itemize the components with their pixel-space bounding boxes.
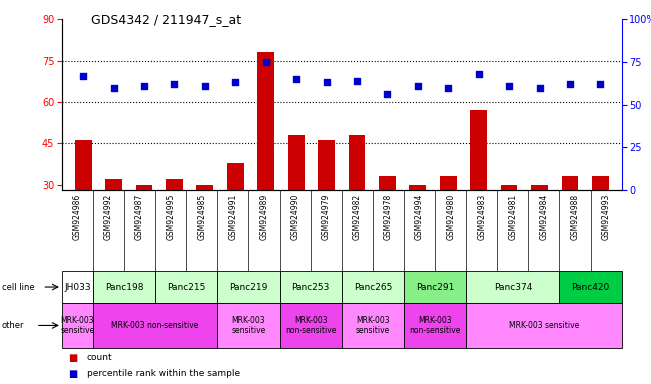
Text: MRK-003
sensitive: MRK-003 sensitive: [61, 316, 94, 335]
Bar: [166, 179, 183, 190]
Bar: [592, 176, 609, 190]
Point: [230, 79, 240, 86]
Text: GSM924980: GSM924980: [446, 194, 455, 240]
Text: ■: ■: [68, 353, 77, 363]
Bar: [409, 185, 426, 190]
Text: GSM924988: GSM924988: [570, 194, 579, 240]
Text: GSM924990: GSM924990: [290, 194, 299, 240]
Bar: [440, 176, 456, 190]
Text: Panc420: Panc420: [572, 283, 610, 291]
Point: [443, 84, 454, 91]
Point: [504, 83, 514, 89]
Text: GSM924987: GSM924987: [135, 194, 144, 240]
Bar: [227, 162, 243, 190]
Bar: [197, 185, 214, 190]
Point: [169, 81, 180, 87]
Text: Panc374: Panc374: [493, 283, 532, 291]
Text: GSM924989: GSM924989: [260, 194, 268, 240]
Point: [473, 71, 484, 77]
Point: [382, 91, 393, 98]
Text: MRK-003 non-sensitive: MRK-003 non-sensitive: [111, 321, 199, 330]
Text: percentile rank within the sample: percentile rank within the sample: [87, 369, 240, 378]
Point: [352, 78, 362, 84]
Point: [534, 84, 545, 91]
Text: GSM924993: GSM924993: [602, 194, 611, 240]
Text: MRK-003
sensitive: MRK-003 sensitive: [231, 316, 266, 335]
Text: Panc219: Panc219: [229, 283, 268, 291]
Text: GDS4342 / 211947_s_at: GDS4342 / 211947_s_at: [91, 13, 242, 26]
Text: GSM924978: GSM924978: [384, 194, 393, 240]
Point: [322, 79, 332, 86]
Text: ■: ■: [68, 369, 77, 379]
Point: [413, 83, 423, 89]
Bar: [379, 176, 396, 190]
Text: GSM924984: GSM924984: [540, 194, 548, 240]
Bar: [470, 110, 487, 190]
Text: MRK-003 sensitive: MRK-003 sensitive: [509, 321, 579, 330]
Text: Panc215: Panc215: [167, 283, 206, 291]
Text: MRK-003
non-sensitive: MRK-003 non-sensitive: [285, 316, 337, 335]
Text: GSM924994: GSM924994: [415, 194, 424, 240]
Bar: [531, 185, 548, 190]
Text: Panc265: Panc265: [353, 283, 392, 291]
Text: Panc198: Panc198: [105, 283, 143, 291]
Point: [565, 81, 575, 87]
Text: cell line: cell line: [2, 283, 35, 291]
Text: Panc291: Panc291: [416, 283, 454, 291]
Point: [78, 73, 89, 79]
Point: [595, 81, 605, 87]
Text: GSM924979: GSM924979: [322, 194, 331, 240]
Text: other: other: [2, 321, 25, 330]
Point: [200, 83, 210, 89]
Text: GSM924991: GSM924991: [229, 194, 238, 240]
Bar: [501, 185, 518, 190]
Text: count: count: [87, 353, 112, 362]
Bar: [135, 185, 152, 190]
Text: GSM924995: GSM924995: [166, 194, 175, 240]
Point: [291, 76, 301, 82]
Text: GSM924992: GSM924992: [104, 194, 113, 240]
Bar: [105, 179, 122, 190]
Bar: [288, 135, 305, 190]
Text: MRK-003
non-sensitive: MRK-003 non-sensitive: [409, 316, 461, 335]
Bar: [75, 141, 92, 190]
Text: GSM924985: GSM924985: [197, 194, 206, 240]
Text: GSM924981: GSM924981: [508, 194, 518, 240]
Text: GSM924982: GSM924982: [353, 194, 362, 240]
Bar: [349, 135, 365, 190]
Point: [139, 83, 149, 89]
Point: [260, 59, 271, 65]
Text: MRK-003
sensitive: MRK-003 sensitive: [355, 316, 390, 335]
Point: [108, 84, 118, 91]
Text: GSM924983: GSM924983: [477, 194, 486, 240]
Bar: [257, 52, 274, 190]
Text: GSM924986: GSM924986: [73, 194, 82, 240]
Bar: [318, 141, 335, 190]
Text: JH033: JH033: [64, 283, 90, 291]
Text: Panc253: Panc253: [292, 283, 330, 291]
Bar: [562, 176, 578, 190]
